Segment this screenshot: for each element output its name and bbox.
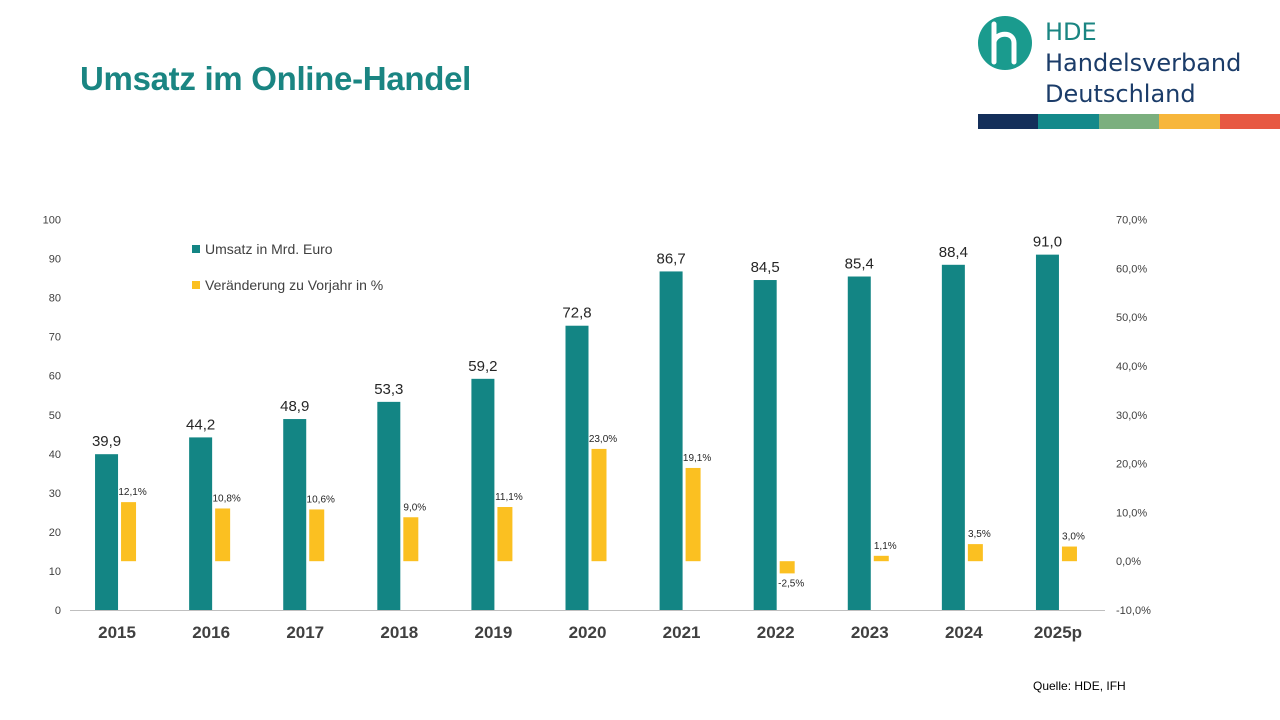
umsatz-bar: [659, 271, 683, 610]
source-note: Quelle: HDE, IFH: [1033, 679, 1126, 693]
umsatz-data-label: 59,2: [468, 358, 497, 375]
umsatz-data-label: 84,5: [751, 259, 780, 276]
y-right-tick-label: 20,0%: [1116, 459, 1147, 471]
veraenderung-bar: [403, 517, 419, 562]
veraenderung-data-label: 3,0%: [1062, 532, 1085, 543]
veraenderung-bar: [121, 502, 137, 562]
umsatz-data-label: 85,4: [845, 256, 874, 273]
veraenderung-data-label: 1,1%: [874, 541, 897, 552]
y-right-tick-label: 60,0%: [1116, 263, 1147, 275]
x-tick-label: 2020: [569, 623, 607, 642]
umsatz-bar: [283, 419, 307, 610]
veraenderung-data-label: 3,5%: [968, 529, 991, 540]
x-tick-label: 2015: [98, 623, 136, 642]
veraenderung-bar: [497, 507, 513, 562]
veraenderung-data-label: -2,5%: [778, 578, 804, 589]
x-tick-label: 2024: [945, 623, 983, 642]
umsatz-bar: [941, 264, 965, 610]
stripe-segment-5: [1219, 114, 1280, 129]
y-right-tick-label: 40,0%: [1116, 361, 1147, 373]
umsatz-bar: [471, 378, 495, 610]
y-left-tick-label: 10: [49, 566, 61, 578]
umsatz-data-label: 86,7: [656, 250, 685, 267]
y-right-tick-label: -10,0%: [1116, 605, 1151, 617]
veraenderung-bar: [967, 544, 983, 562]
y-right-tick-label: 30,0%: [1116, 410, 1147, 422]
umsatz-bar: [95, 454, 119, 610]
veraenderung-bar: [779, 561, 795, 574]
logo-abbr: HDE: [1045, 18, 1097, 46]
umsatz-bar: [847, 276, 871, 610]
y-left-tick-label: 20: [49, 527, 61, 539]
veraenderung-data-label: 12,1%: [118, 487, 146, 498]
umsatz-data-label: 48,9: [280, 398, 309, 415]
veraenderung-bar: [591, 448, 607, 562]
veraenderung-data-label: 10,8%: [212, 493, 240, 504]
y-left-tick-label: 50: [49, 410, 61, 422]
legend-swatch-umsatz: [192, 245, 200, 253]
umsatz-bar: [1035, 254, 1059, 610]
umsatz-bar: [565, 325, 589, 610]
x-tick-label: 2025p: [1034, 623, 1082, 642]
veraenderung-data-label: 23,0%: [589, 434, 617, 445]
veraenderung-data-label: 11,1%: [495, 492, 523, 503]
y-left-tick-label: 80: [49, 293, 61, 305]
logo-color-stripe: [978, 114, 1280, 129]
veraenderung-data-label: 19,1%: [683, 453, 711, 464]
y-left-tick-label: 0: [55, 605, 61, 617]
stripe-segment-2: [1038, 114, 1099, 129]
veraenderung-bar: [685, 467, 701, 562]
umsatz-data-label: 39,9: [92, 433, 121, 450]
y-left-tick-label: 100: [43, 215, 61, 227]
legend-label-umsatz: Umsatz in Mrd. Euro: [205, 241, 333, 257]
umsatz-data-label: 91,0: [1033, 234, 1062, 251]
veraenderung-bar: [873, 555, 889, 562]
x-tick-label: 2018: [380, 623, 418, 642]
veraenderung-bar: [1061, 546, 1077, 562]
umsatz-data-label: 88,4: [939, 244, 968, 261]
y-left-tick-label: 90: [49, 254, 61, 266]
x-tick-label: 2016: [192, 623, 230, 642]
stripe-segment-4: [1159, 114, 1220, 129]
page-title: Umsatz im Online-Handel: [80, 60, 472, 97]
umsatz-bar: [753, 280, 777, 610]
y-left-tick-label: 60: [49, 371, 61, 383]
umsatz-data-label: 72,8: [562, 305, 591, 322]
x-tick-label: 2017: [286, 623, 324, 642]
x-tick-label: 2023: [851, 623, 889, 642]
y-right-tick-label: 0,0%: [1116, 556, 1141, 568]
y-left-tick-label: 30: [49, 488, 61, 500]
y-right-tick-label: 70,0%: [1116, 215, 1147, 227]
x-tick-label: 2021: [663, 623, 701, 642]
umsatz-data-label: 53,3: [374, 381, 403, 398]
logo-line-1: Handelsverband: [1045, 49, 1242, 77]
veraenderung-bar: [309, 509, 325, 562]
umsatz-data-label: 44,2: [186, 416, 215, 433]
stripe-segment-1: [978, 114, 1039, 129]
veraenderung-data-label: 10,6%: [307, 494, 335, 505]
legend-label-veraenderung: Veränderung zu Vorjahr in %: [205, 277, 383, 293]
stripe-segment-3: [1098, 114, 1160, 129]
veraenderung-data-label: 9,0%: [403, 502, 426, 513]
veraenderung-bar: [215, 508, 231, 562]
y-right-tick-label: 50,0%: [1116, 312, 1147, 324]
y-left-tick-label: 40: [49, 449, 61, 461]
x-tick-label: 2019: [474, 623, 512, 642]
legend-swatch-veraenderung: [192, 281, 200, 289]
y-right-tick-label: 10,0%: [1116, 507, 1147, 519]
y-left-tick-label: 70: [49, 332, 61, 344]
logo-wordmark: HDE Handelsverband Deutschland: [1045, 17, 1241, 110]
umsatz-bar: [377, 401, 401, 610]
logo-line-2: Deutschland: [1045, 80, 1196, 108]
hde-h-logo-icon: [977, 15, 1033, 76]
x-tick-label: 2022: [757, 623, 795, 642]
umsatz-bar: [189, 437, 213, 610]
